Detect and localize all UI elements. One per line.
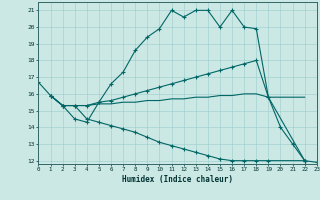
X-axis label: Humidex (Indice chaleur): Humidex (Indice chaleur) <box>122 175 233 184</box>
